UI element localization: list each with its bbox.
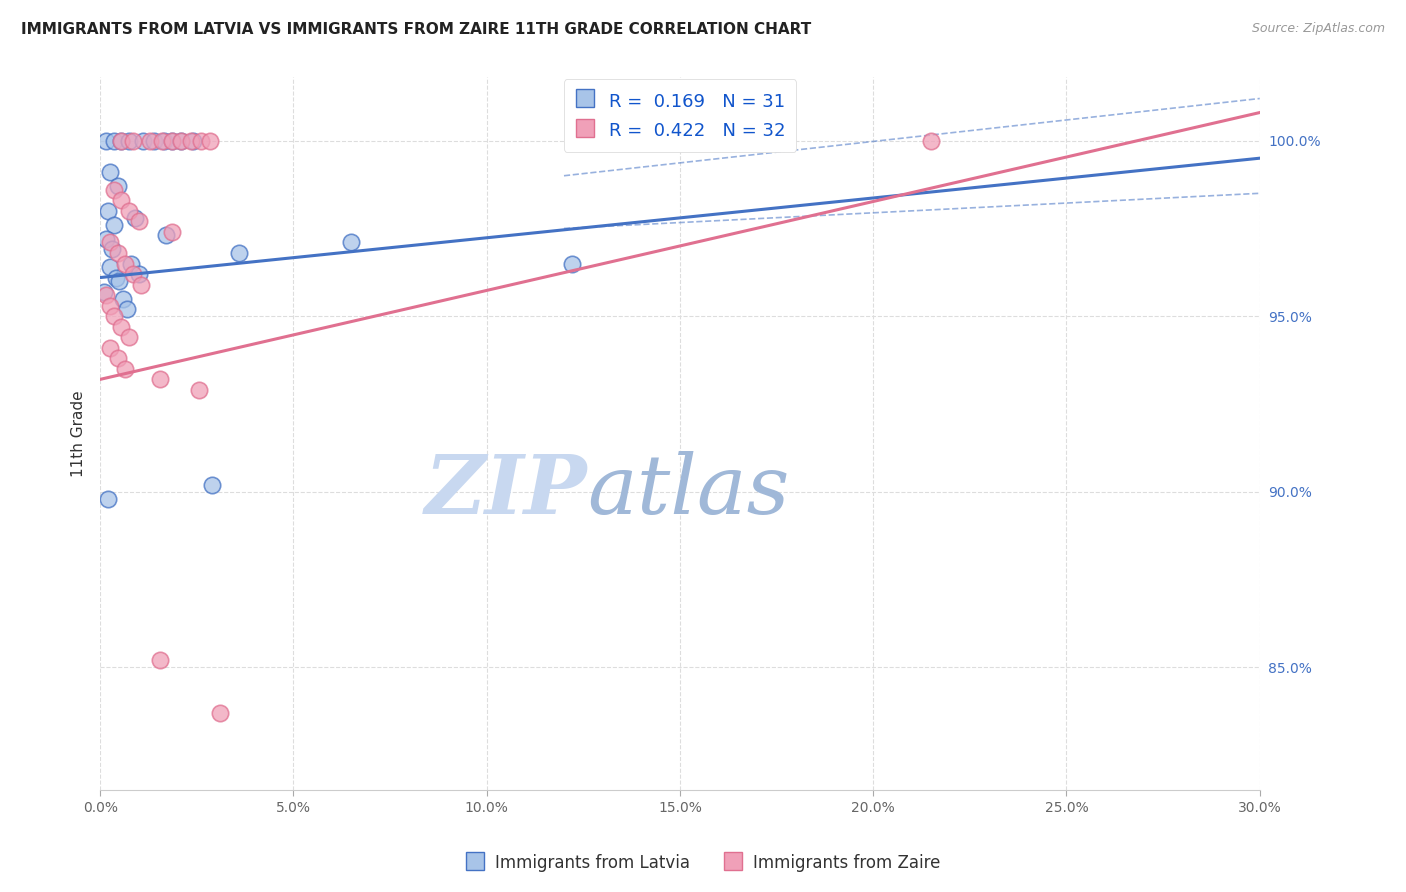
- Point: [118, 203, 141, 218]
- Point: [187, 383, 209, 397]
- Point: [201, 477, 224, 491]
- Point: [180, 134, 202, 148]
- Point: [128, 267, 150, 281]
- Text: atlas: atlas: [588, 450, 790, 531]
- Point: [181, 134, 204, 148]
- Point: [170, 134, 193, 148]
- Point: [114, 361, 136, 376]
- Point: [160, 134, 183, 148]
- Point: [153, 134, 176, 148]
- Point: [110, 134, 132, 148]
- Point: [155, 228, 177, 243]
- Point: [94, 288, 117, 302]
- Point: [98, 235, 121, 250]
- Point: [97, 203, 120, 218]
- Point: [340, 235, 363, 250]
- Point: [150, 134, 173, 148]
- Point: [118, 134, 141, 148]
- Point: [98, 260, 121, 274]
- Point: [112, 292, 135, 306]
- Point: [170, 134, 193, 148]
- Point: [107, 351, 129, 366]
- Point: [110, 319, 132, 334]
- Point: [107, 179, 129, 194]
- Point: [98, 165, 121, 179]
- Point: [561, 256, 583, 270]
- Point: [143, 134, 166, 148]
- Point: [98, 341, 121, 355]
- Point: [118, 330, 141, 344]
- Point: [122, 267, 145, 281]
- Point: [190, 134, 212, 148]
- Point: [103, 309, 125, 323]
- Point: [129, 277, 152, 292]
- Point: [208, 706, 231, 720]
- Point: [131, 134, 153, 148]
- Point: [103, 134, 125, 148]
- Point: [100, 243, 122, 257]
- Point: [160, 225, 183, 239]
- Point: [122, 134, 145, 148]
- Point: [149, 372, 172, 386]
- Y-axis label: 11th Grade: 11th Grade: [72, 391, 86, 477]
- Point: [200, 134, 222, 148]
- Point: [149, 653, 172, 667]
- Point: [107, 246, 129, 260]
- Text: ZIP: ZIP: [425, 450, 588, 531]
- Point: [97, 491, 120, 506]
- Point: [228, 246, 250, 260]
- Legend: Immigrants from Latvia, Immigrants from Zaire: Immigrants from Latvia, Immigrants from …: [458, 847, 948, 880]
- Point: [139, 134, 162, 148]
- Point: [94, 232, 117, 246]
- Point: [114, 256, 136, 270]
- Point: [103, 218, 125, 232]
- Point: [110, 194, 132, 208]
- Point: [920, 134, 942, 148]
- Point: [110, 134, 132, 148]
- Point: [108, 274, 131, 288]
- Text: Source: ZipAtlas.com: Source: ZipAtlas.com: [1251, 22, 1385, 36]
- Point: [94, 134, 117, 148]
- Point: [103, 183, 125, 197]
- Point: [120, 256, 142, 270]
- Point: [115, 302, 138, 317]
- Point: [104, 270, 127, 285]
- Point: [98, 299, 121, 313]
- Point: [124, 211, 146, 225]
- Point: [93, 285, 115, 299]
- Legend: R =  0.169   N = 31, R =  0.422   N = 32: R = 0.169 N = 31, R = 0.422 N = 32: [564, 79, 796, 152]
- Text: IMMIGRANTS FROM LATVIA VS IMMIGRANTS FROM ZAIRE 11TH GRADE CORRELATION CHART: IMMIGRANTS FROM LATVIA VS IMMIGRANTS FRO…: [21, 22, 811, 37]
- Point: [160, 134, 183, 148]
- Point: [128, 214, 150, 228]
